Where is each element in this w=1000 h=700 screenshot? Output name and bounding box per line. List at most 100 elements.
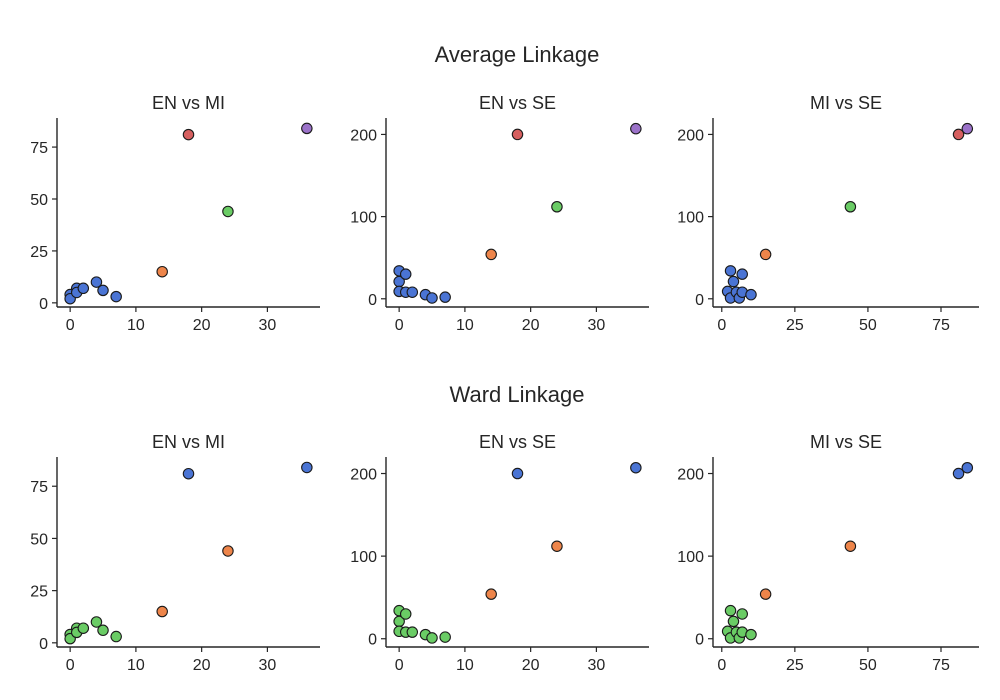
ward-linkage-en-vs-mi-x-tick-label: 10 — [127, 657, 145, 674]
ward-linkage-en-vs-mi-point — [222, 545, 234, 557]
average-linkage-en-vs-mi-point — [301, 122, 313, 135]
ward-linkage-en-vs-se-point — [485, 588, 497, 600]
average-linkage-en-vs-se-x-tick-label: 0 — [395, 317, 404, 334]
ward-linkage-en-vs-se-y-tick-label: 0 — [368, 632, 377, 649]
average-linkage-mi-vs-se-panel: MI vs SE 0 25 50 75 0 100 200 — [677, 93, 979, 334]
average-linkage-en-vs-se-point — [511, 128, 524, 141]
average-linkage-mi-vs-se-point — [844, 200, 857, 213]
ward-linkage-en-vs-se-y-tick-label: 200 — [350, 467, 377, 484]
average-linkage-mi-vs-se-point — [961, 122, 974, 135]
average-linkage-en-vs-se-x-tick-label: 30 — [588, 317, 606, 334]
average-linkage-en-vs-mi-y-tick-label: 50 — [30, 192, 48, 209]
average-linkage-mi-vs-se-y-tick-label: 200 — [677, 127, 704, 144]
ward-linkage-mi-vs-se-x-tick-label: 75 — [932, 657, 950, 674]
average-linkage-mi-vs-se-point — [952, 128, 965, 141]
ward-linkage-en-vs-se-x-tick-label: 0 — [395, 657, 404, 674]
ward-linkage-mi-vs-se-point — [952, 467, 965, 480]
average-linkage-mi-vs-se-point — [759, 248, 772, 261]
average-linkage-mi-vs-se-point — [724, 265, 737, 277]
average-linkage-en-vs-se-y-tick-label: 0 — [368, 292, 377, 309]
average-linkage-en-vs-se-point — [439, 291, 451, 303]
ward-linkage-en-vs-se-x-tick-label: 30 — [588, 657, 606, 674]
average-linkage-en-vs-mi-x-tick-label: 30 — [259, 317, 277, 334]
ward-linkage-en-vs-mi-point — [182, 467, 195, 480]
ward-linkage-en-vs-mi-y-tick-label: 0 — [39, 636, 48, 653]
ward-linkage-mi-vs-se-y-tick-label: 0 — [695, 632, 704, 649]
ward-linkage-en-vs-mi-y-tick-label: 25 — [30, 584, 48, 601]
average-linkage-en-vs-se-y-tick-label: 100 — [350, 210, 377, 227]
ward-linkage-mi-vs-se-point — [736, 608, 748, 620]
ward-linkage-en-vs-mi-y-tick-label: 75 — [30, 479, 48, 496]
ward-linkage-mi-vs-se-panel: MI vs SE 0 25 50 75 0 100 200 — [677, 432, 979, 674]
ward-linkage-en-vs-se-point — [511, 467, 524, 480]
ward-linkage-en-vs-mi-x-tick-label: 20 — [193, 657, 211, 674]
average-linkage-en-vs-se-point — [426, 292, 438, 304]
ward-linkage-en-vs-mi-point — [90, 616, 103, 628]
average-linkage-en-vs-se-point — [630, 122, 642, 135]
average-linkage-en-vs-se-point — [485, 248, 497, 261]
average-linkage-en-vs-mi-point — [97, 284, 109, 297]
average-linkage-title: Average Linkage — [435, 42, 600, 67]
ward-linkage-mi-vs-se-point — [745, 628, 757, 641]
ward-linkage-mi-vs-se-point — [724, 604, 737, 617]
ward-linkage-en-vs-se-point — [399, 608, 412, 620]
average-linkage-en-vs-mi-y-tick-label: 25 — [30, 244, 48, 261]
ward-linkage-en-vs-se-point — [426, 632, 438, 644]
average-linkage-en-vs-mi-panel: EN vs MI 0 10 20 30 0 25 50 75 — [30, 93, 320, 334]
average-linkage-section: Average Linkage EN vs MI0 10 20 300255075EN… — [30, 42, 979, 334]
average-linkage-en-vs-mi-x-tick-label: 0 — [66, 317, 75, 334]
average-linkage-mi-vs-se-title: MI vs SE — [810, 93, 882, 113]
average-linkage-mi-vs-se-point — [745, 288, 757, 301]
ward-linkage-mi-vs-se-x-tick-label: 50 — [859, 657, 877, 674]
average-linkage-en-vs-se-x-tick-label: 20 — [522, 317, 540, 334]
ward-linkage-mi-vs-se-y-tick-label: 100 — [677, 549, 704, 566]
average-linkage-en-vs-mi-point — [222, 205, 234, 218]
average-linkage-mi-vs-se-x-tick-label: 75 — [932, 317, 950, 334]
average-linkage-mi-vs-se-y-tick-label: 100 — [677, 210, 704, 227]
ward-linkage-en-vs-mi-x-tick-label: 30 — [259, 657, 277, 674]
ward-linkage-en-vs-se-point — [630, 461, 642, 474]
ward-linkage-mi-vs-se-y-tick-label: 200 — [677, 467, 704, 484]
average-linkage-en-vs-se-point — [399, 268, 412, 280]
average-linkage-mi-vs-se-y-tick-label: 0 — [695, 292, 704, 309]
average-linkage-en-vs-mi-y-tick-label: 75 — [30, 140, 48, 157]
ward-linkage-mi-vs-se-title: MI vs SE — [810, 432, 882, 452]
average-linkage-en-vs-se-point — [406, 286, 419, 298]
average-linkage-en-vs-mi-point — [156, 265, 168, 278]
average-linkage-en-vs-mi-x-tick-label: 20 — [193, 317, 211, 334]
ward-linkage-mi-vs-se-x-tick-label: 25 — [786, 657, 804, 674]
ward-linkage-en-vs-se-x-tick-label: 10 — [456, 657, 474, 674]
average-linkage-mi-vs-se-point — [736, 268, 748, 280]
average-linkage-en-vs-mi-point — [110, 290, 122, 303]
ward-linkage-en-vs-mi-point — [110, 630, 122, 643]
average-linkage-en-vs-mi-point — [90, 276, 103, 288]
ward-linkage-en-vs-mi-point — [301, 461, 313, 474]
ward-linkage-en-vs-se-point — [439, 631, 451, 643]
ward-linkage-section: Ward Linkage EN vs MI 0 10 20 30 0 25 50 75 EN vs… — [30, 382, 979, 674]
average-linkage-en-vs-se-panel: EN vs SE 0 10 20 30 0 100 200 — [350, 93, 649, 334]
ward-linkage-en-vs-mi-title: EN vs MI — [152, 432, 225, 452]
ward-linkage-en-vs-se-point — [406, 626, 419, 638]
ward-linkage-mi-vs-se-x-tick-label: 0 — [717, 657, 726, 674]
ward-linkage-en-vs-se-x-tick-label: 20 — [522, 657, 540, 674]
ward-linkage-en-vs-mi-panel: EN vs MI 0 10 20 30 0 25 50 75 — [30, 432, 320, 674]
average-linkage-mi-vs-se-point — [727, 275, 740, 288]
average-linkage-en-vs-mi-point — [182, 128, 195, 141]
ward-linkage-en-vs-mi-point — [97, 624, 109, 637]
average-linkage-en-vs-se-x-tick-label: 10 — [456, 317, 474, 334]
average-linkage-en-vs-se-title: EN vs SE — [479, 93, 556, 113]
ward-linkage-en-vs-mi-x-tick-label: 0 — [66, 657, 75, 674]
average-linkage-en-vs-mi-y-tick-label: 0 — [39, 296, 48, 313]
ward-linkage-en-vs-se-y-tick-label: 100 — [350, 549, 377, 566]
average-linkage-mi-vs-se-x-tick-label: 25 — [786, 317, 804, 334]
average-linkage-en-vs-mi-x-tick-label: 10 — [127, 317, 145, 334]
average-linkage-en-vs-mi-point — [77, 282, 90, 295]
average-linkage-en-vs-se-point — [551, 200, 563, 213]
ward-linkage-title: Ward Linkage — [450, 382, 585, 407]
ward-linkage-mi-vs-se-point — [759, 588, 772, 600]
ward-linkage-mi-vs-se-point — [961, 461, 974, 474]
ward-linkage-en-vs-mi-point — [77, 622, 90, 634]
ward-linkage-en-vs-mi-point — [156, 605, 168, 618]
ward-linkage-en-vs-se-title: EN vs SE — [479, 432, 556, 452]
